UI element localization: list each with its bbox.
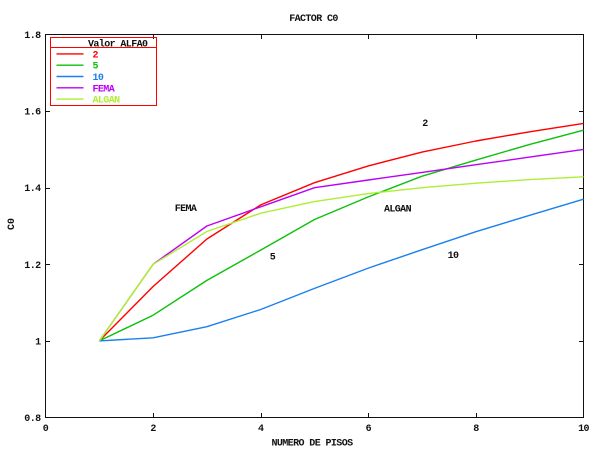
svg-text:2: 2	[93, 50, 99, 61]
svg-text:6: 6	[366, 424, 372, 435]
svg-text:1.6: 1.6	[24, 108, 41, 119]
svg-text:4: 4	[258, 424, 264, 435]
svg-text:10: 10	[578, 424, 589, 435]
svg-text:1: 1	[35, 337, 41, 348]
svg-text:10: 10	[448, 251, 459, 262]
svg-text:C0: C0	[7, 218, 18, 230]
svg-text:8: 8	[473, 424, 479, 435]
svg-text:5: 5	[93, 62, 99, 73]
svg-text:FACTOR C0: FACTOR C0	[289, 14, 338, 25]
svg-text:0.8: 0.8	[24, 414, 41, 425]
svg-text:2: 2	[422, 119, 428, 130]
svg-text:0: 0	[43, 424, 49, 435]
svg-text:NUMERO DE PISOS: NUMERO DE PISOS	[271, 439, 353, 450]
svg-text:1.8: 1.8	[24, 31, 41, 42]
svg-text:10: 10	[93, 73, 104, 84]
svg-text:1.2: 1.2	[24, 261, 41, 272]
svg-text:FEMA: FEMA	[93, 84, 115, 95]
svg-text:ALGAN: ALGAN	[93, 96, 121, 107]
svg-text:5: 5	[270, 253, 276, 264]
svg-text:1.4: 1.4	[24, 184, 41, 195]
svg-text:FEMA: FEMA	[175, 204, 197, 215]
svg-text:2: 2	[150, 424, 156, 435]
svg-text:ALGAN: ALGAN	[384, 205, 412, 216]
svg-text:Valor ALFA0: Valor ALFA0	[88, 39, 148, 51]
